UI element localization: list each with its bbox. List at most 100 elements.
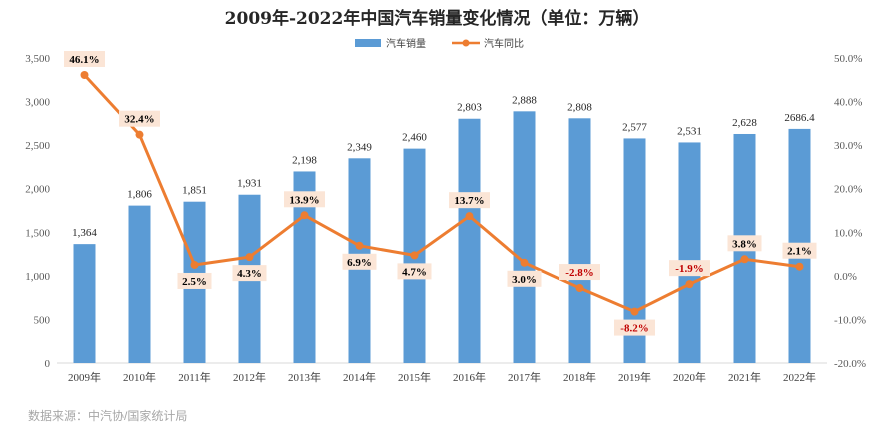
- source-note: 数据来源：中汽协/国家统计局: [28, 408, 187, 423]
- bar-value-label: 2,531: [677, 125, 702, 137]
- bar: [458, 118, 481, 363]
- chart-title: 2009年-2022年中国汽车销量变化情况（单位：万辆）: [225, 8, 650, 29]
- line-label-background: [614, 319, 655, 336]
- line-label-background: [397, 263, 432, 280]
- line-label-background: [177, 272, 212, 289]
- line-label-background: [342, 253, 377, 270]
- legend-swatch-marker: [462, 39, 470, 47]
- bar-value-label: 2,628: [732, 117, 757, 129]
- left-tick-label: 3,000: [25, 97, 50, 109]
- legend-label-bar: 汽车销量: [386, 37, 426, 50]
- bar-value-label: 2,888: [512, 94, 537, 106]
- right-tick-label: 50.0%: [834, 53, 862, 65]
- x-tick-label: 2009年: [68, 370, 101, 384]
- line-point: [740, 255, 749, 264]
- line-point: [795, 262, 804, 271]
- bar: [678, 142, 701, 363]
- right-tick-label: 40.0%: [834, 97, 862, 109]
- line-point: [245, 253, 254, 262]
- line-point: [80, 70, 89, 79]
- line-value-label: 3.0%: [512, 274, 537, 286]
- bar-data-labels: 1,364 1,806 1,851 1,931 2,198 2,349 2,460 2,803…: [72, 94, 815, 239]
- bar: [568, 118, 591, 363]
- right-tick-label: 0.0%: [834, 271, 857, 283]
- bar-value-label: 2686.4: [784, 112, 815, 124]
- line-label-background: [449, 192, 490, 209]
- line-value-label: 6.9%: [347, 257, 372, 269]
- line-point: [300, 211, 309, 220]
- line-label-background: [507, 270, 542, 287]
- line-value-label: 3.8%: [732, 238, 757, 250]
- line-value-label: 13.9%: [289, 194, 319, 206]
- line-label-background: [64, 50, 105, 67]
- line-point: [575, 284, 584, 293]
- line-point: [630, 307, 639, 316]
- line-label-background: [284, 191, 325, 208]
- bar-value-label: 1,364: [72, 227, 97, 239]
- line-series: [80, 70, 804, 316]
- bar-value-label: 1,851: [182, 185, 207, 197]
- line-value-label: 32.4%: [124, 114, 154, 126]
- x-axis: 2009年 2010年 2011年 2012年 2013年 2014年 2015年 2016年…: [68, 370, 816, 384]
- line-point: [190, 260, 199, 269]
- right-tick-label: -20.0%: [834, 358, 866, 370]
- x-tick-label: 2016年: [453, 370, 486, 384]
- bar: [73, 244, 96, 363]
- x-tick-label: 2017年: [508, 370, 541, 384]
- bar-value-label: 2,349: [347, 141, 372, 153]
- right-tick-label: 30.0%: [834, 140, 862, 152]
- left-tick-label: 2,500: [25, 140, 50, 152]
- line-label-background: [119, 110, 160, 127]
- line-label-background: [727, 235, 762, 252]
- x-tick-label: 2022年: [783, 370, 816, 384]
- right-axis: -20.0% -10.0% 0.0% 10.0% 20.0% 30.0% 40.0% 50.0…: [834, 53, 866, 370]
- right-tick-label: 20.0%: [834, 184, 862, 196]
- left-tick-label: 0: [45, 358, 51, 370]
- right-tick-label: -10.0%: [834, 314, 866, 326]
- left-tick-label: 500: [34, 314, 51, 326]
- line-value-label: 2.1%: [787, 246, 812, 258]
- line-label-background: [782, 242, 817, 259]
- legend-label-line: 汽车同比: [484, 37, 524, 50]
- line-point: [520, 258, 529, 267]
- line-value-label: -1.9%: [675, 263, 703, 275]
- bar-value-label: 2,460: [402, 132, 427, 144]
- line-path: [83, 73, 800, 314]
- bar-value-label: 1,931: [237, 178, 262, 190]
- line-value-label: 46.1%: [69, 54, 99, 66]
- bar-value-label: 2,198: [292, 154, 317, 166]
- line-point: [685, 280, 694, 289]
- line-label-background: [669, 260, 710, 277]
- bar-value-label: 1,806: [127, 189, 152, 201]
- bar: [128, 205, 151, 363]
- left-tick-label: 3,500: [25, 53, 50, 65]
- x-tick-label: 2018年: [563, 370, 596, 384]
- left-tick-label: 2,000: [25, 184, 50, 196]
- line-label-background: [232, 265, 267, 282]
- x-tick-label: 2019年: [618, 370, 651, 384]
- bar-value-label: 2,808: [567, 101, 592, 113]
- legend: 汽车销量 汽车同比: [355, 37, 524, 50]
- x-tick-label: 2020年: [673, 370, 706, 384]
- line-point: [135, 130, 144, 139]
- right-tick-label: 10.0%: [834, 227, 862, 239]
- x-tick-label: 2011年: [178, 370, 211, 384]
- line-point: [410, 251, 419, 260]
- bar-value-label: 2,577: [622, 121, 647, 133]
- x-tick-label: 2013年: [288, 370, 321, 384]
- line-value-label: -2.8%: [565, 267, 593, 279]
- bar-value-label: 2,803: [457, 102, 482, 114]
- line-point: [355, 241, 364, 250]
- x-tick-label: 2010年: [123, 370, 156, 384]
- legend-swatch-bar: [355, 39, 381, 47]
- x-tick-label: 2021年: [728, 370, 761, 384]
- x-tick-label: 2014年: [343, 370, 376, 384]
- x-tick-label: 2015年: [398, 370, 431, 384]
- line-value-label: 4.3%: [237, 268, 262, 280]
- line-value-label: 4.7%: [402, 266, 427, 278]
- bar-series: [73, 111, 811, 364]
- line-point: [465, 212, 474, 221]
- line-value-label: 2.5%: [182, 276, 207, 288]
- bar: [513, 111, 536, 364]
